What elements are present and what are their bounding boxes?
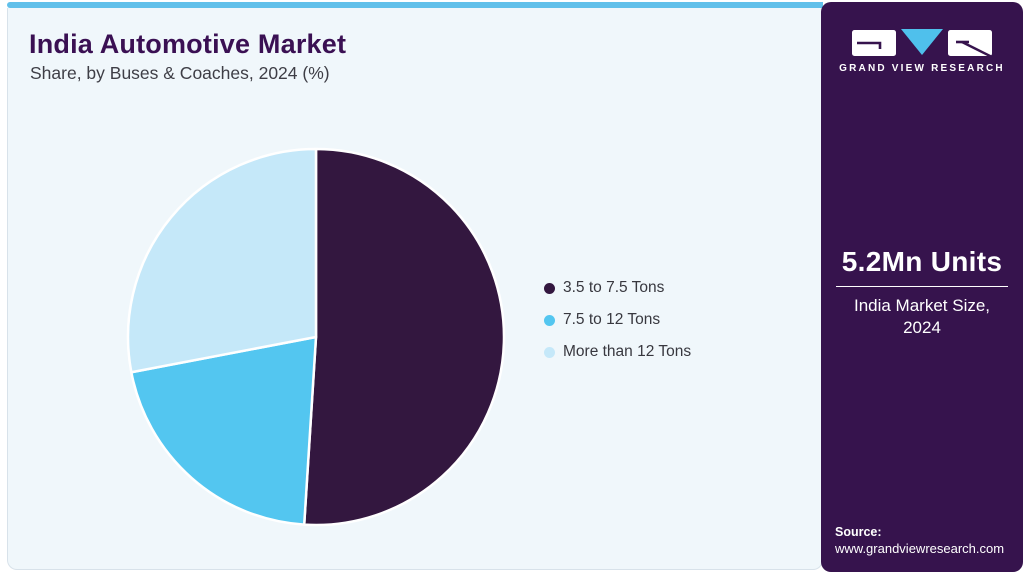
legend-dot-icon [544,346,555,358]
brand-logo-block: GRAND VIEW RESEARCH [821,29,1023,74]
legend-dot-icon [544,314,555,326]
pie-slice-2 [126,147,318,374]
pie-slice-1 [130,335,318,526]
sidebar: GRAND VIEW RESEARCH 5.2Mn Units India Ma… [821,2,1023,572]
market-size-divider [836,286,1008,287]
legend-item-1: 7.5 to 12 Tons [544,309,691,331]
gvr-logo-icon [852,29,992,57]
chart-legend: 3.5 to 7.5 Tons 7.5 to 12 Tons More than 1… [544,277,691,363]
legend-label: 7.5 to 12 Tons [563,311,661,328]
source-label: Source: [835,525,882,539]
market-size-value: 5.2Mn Units [841,246,1003,277]
market-size-label: India Market Size, 2024 [853,296,991,338]
source-url: www.grandviewresearch.com [835,541,1005,556]
legend-dot-icon [544,282,555,294]
market-size-block: 5.2Mn Units India Market Size, 2024 [821,246,1023,339]
top-accent-bar [7,2,823,8]
chart-card: India Automotive Market Share, by Buses … [7,8,823,570]
pie-slice-0 [302,147,506,527]
source-block: Source: www.grandviewresearch.com [835,525,1004,556]
legend-label: More than 12 Tons [563,343,692,360]
pie-chart [126,147,506,527]
legend-item-2: More than 12 Tons [544,341,691,363]
pie-chart-area [109,130,523,544]
page-subtitle: Share, by Buses & Coaches, 2024 (%) [30,63,330,83]
brand-wordmark: GRAND VIEW RESEARCH [839,63,1005,74]
page-title: India Automotive Market [29,29,347,59]
legend-label: 3.5 to 7.5 Tons [563,279,665,296]
legend-item-0: 3.5 to 7.5 Tons [544,277,691,299]
